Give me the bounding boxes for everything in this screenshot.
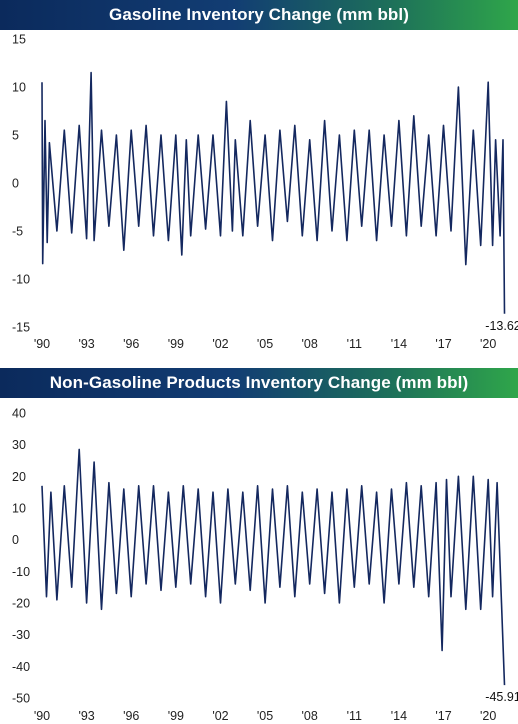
gasoline-chart: 15 10 5 0 -5 -10 -15 '90 '93 '96 '99 '02 '05 '08 '11 '1… [12,33,518,352]
x-tick-label: '93 [78,709,94,723]
last-value-label: -45.914 [485,690,518,704]
x-tick-label: '14 [391,337,407,351]
y-tick-label: 15 [12,33,26,47]
y-tick-label: 20 [12,470,26,484]
y-tick-label: 40 [12,407,26,421]
series-line [41,448,506,686]
x-tick-label: '14 [391,709,407,723]
x-tick-label: '05 [257,709,273,723]
last-value-label: -13.624 [485,319,518,333]
x-tick-label: '02 [212,709,228,723]
x-tick-label: '99 [168,709,184,723]
chart-title: Non-Gasoline Products Inventory Change (… [0,368,518,398]
y-tick-label: 10 [12,81,26,95]
non-gasoline-chart-panel: Non-Gasoline Products Inventory Change (… [0,368,518,724]
x-tick-label: '11 [347,337,362,351]
x-tick-label: '96 [123,337,139,351]
x-tick-label: '05 [257,337,273,351]
x-tick-label: '02 [212,337,228,351]
x-tick-label: '08 [302,709,318,723]
y-tick-label: 10 [12,502,26,516]
y-tick-label: -50 [12,692,30,706]
x-tick-label: '20 [480,337,496,351]
x-tick-label: '96 [123,709,139,723]
chart-title: Gasoline Inventory Change (mm bbl) [0,0,518,30]
gasoline-chart-panel: Gasoline Inventory Change (mm bbl) 15 10 5… [0,0,518,352]
x-tick-label: '20 [480,709,496,723]
y-tick-label: 0 [12,533,19,547]
y-tick-label: -30 [12,628,30,642]
y-tick-label: -10 [12,273,30,287]
y-tick-label: 0 [12,177,19,191]
x-tick-label: '90 [34,709,50,723]
y-tick-label: -15 [12,321,30,335]
x-tick-label: '08 [302,337,318,351]
x-tick-label: '17 [435,709,451,723]
y-tick-label: -20 [12,597,30,611]
x-tick-label: '93 [78,337,94,351]
non-gasoline-chart: 40 30 20 10 0 -10 -20 -30 -40 -50 '90 '93 '96 '99 '02 '… [12,407,518,724]
series-line [41,71,506,314]
y-tick-label: -40 [12,660,30,674]
x-tick-label: '17 [435,337,451,351]
x-tick-label: '99 [168,337,184,351]
y-tick-label: -5 [12,225,23,239]
x-tick-label: '11 [347,709,362,723]
y-tick-label: 30 [12,438,26,452]
y-tick-label: -10 [12,565,30,579]
x-tick-label: '90 [34,337,50,351]
y-tick-label: 5 [12,129,19,143]
